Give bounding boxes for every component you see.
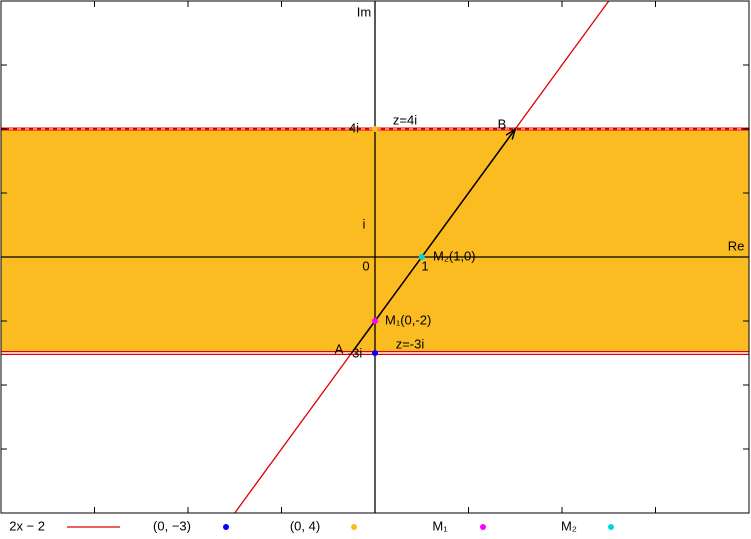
annotation: A: [335, 341, 344, 356]
legend-label: (0, 4): [290, 518, 320, 533]
legend-point: [223, 524, 229, 530]
legend-label: M₁: [432, 518, 448, 533]
legend-label: (0, −3): [153, 518, 191, 533]
annotation: M₂(1,0): [433, 248, 476, 263]
annotation: i: [363, 216, 366, 231]
legend-label: M₂: [561, 518, 577, 533]
annotation: B: [498, 116, 507, 131]
point: [418, 254, 425, 260]
annotation: -3i: [348, 345, 363, 360]
annotation: 1: [421, 258, 428, 273]
annotation: 0: [362, 258, 369, 273]
arrow: [351, 128, 516, 354]
plot-frame: [0, 0, 750, 514]
legend-point: [608, 524, 614, 530]
legend-point: [480, 524, 486, 530]
annotation: z=4i: [393, 112, 417, 127]
point: [372, 318, 378, 324]
annotation: Im: [357, 4, 371, 19]
annotation: M₁(0,-2): [385, 312, 431, 327]
point: [372, 350, 378, 356]
annotation: z=-3i: [396, 336, 425, 351]
legend-point: [351, 524, 357, 530]
annotation: 4i: [349, 120, 359, 135]
annotation: Re: [728, 238, 745, 253]
legend-label: 2x − 2: [9, 518, 45, 533]
point: [372, 126, 378, 132]
arrow-head: [505, 127, 517, 140]
